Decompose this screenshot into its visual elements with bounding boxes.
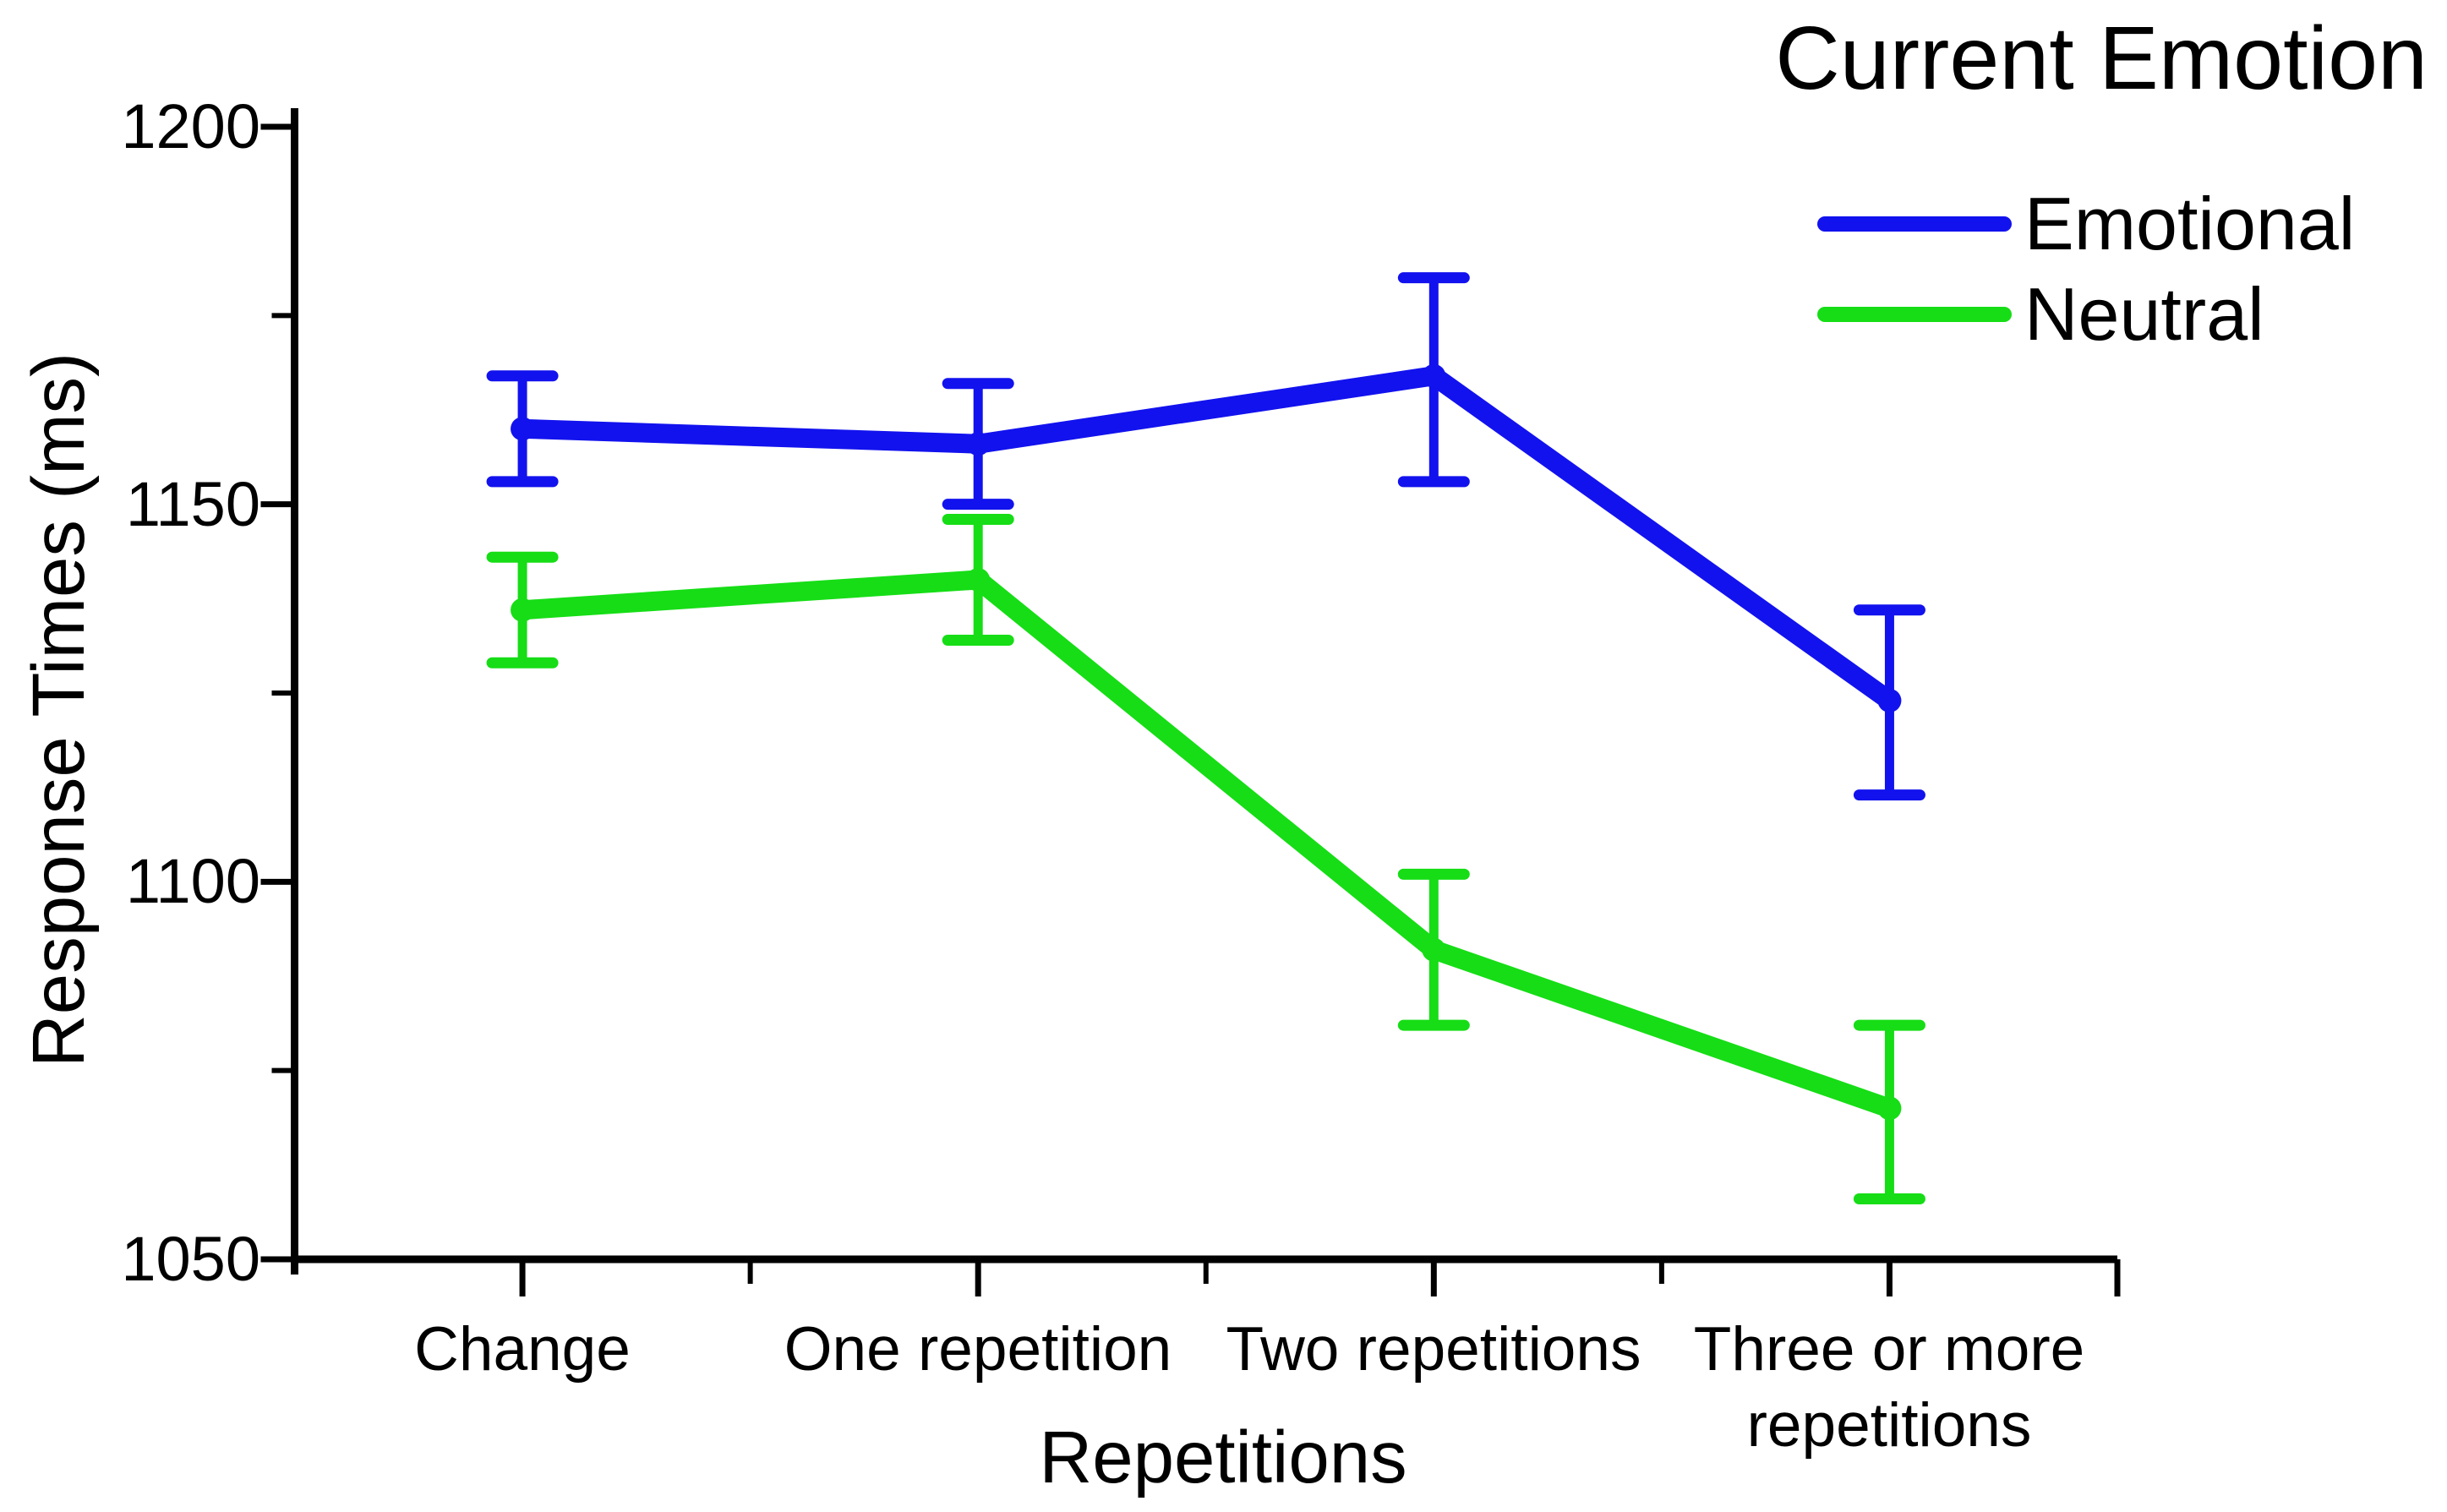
x-axis-title: Repetitions	[1039, 1416, 1407, 1498]
data-point-marker	[1422, 363, 1446, 388]
x-tick-label-line: Two repetitions	[1226, 1315, 1641, 1384]
x-tick-label-one-repetition: One repetition	[716, 1312, 1240, 1388]
series-line-neutral	[512, 570, 1899, 1118]
x-tick-label-two-repetitions: Two repetitions	[1172, 1312, 1696, 1388]
legend-label-emotional: Emotional	[2024, 182, 2356, 265]
series-line-emotional	[512, 366, 1899, 711]
data-point-marker	[966, 568, 991, 592]
legend-label-neutral: Neutral	[2024, 272, 2264, 356]
x-tick-label-line: One repetition	[784, 1315, 1172, 1384]
data-point-marker	[511, 417, 535, 441]
data-point-marker	[966, 432, 991, 456]
legend-swatch-emotional	[1817, 216, 2012, 232]
y-tick-label: 1050	[121, 1224, 260, 1294]
y-axis-title: Response Times (ms)	[18, 352, 100, 1068]
data-point-marker	[1877, 688, 1902, 712]
x-tick-label-three-or-more: Three or more repetitions	[1627, 1312, 2151, 1464]
x-tick-label-line: Change	[414, 1315, 631, 1384]
y-tick-label: 1150	[125, 468, 260, 539]
x-tick-label-line: repetitions	[1746, 1391, 2032, 1460]
legend-swatch-neutral	[1817, 307, 2012, 322]
legend-title: Current Emotion	[1775, 8, 2428, 108]
data-point-marker	[1877, 1096, 1902, 1121]
x-tick-label-line: Three or more	[1693, 1315, 2085, 1384]
data-point-marker	[1422, 937, 1446, 962]
x-tick-label-change: Change	[260, 1312, 784, 1388]
data-point-marker	[511, 598, 535, 622]
y-tick-label: 1100	[125, 846, 260, 917]
y-tick-label: 1200	[121, 91, 260, 161]
